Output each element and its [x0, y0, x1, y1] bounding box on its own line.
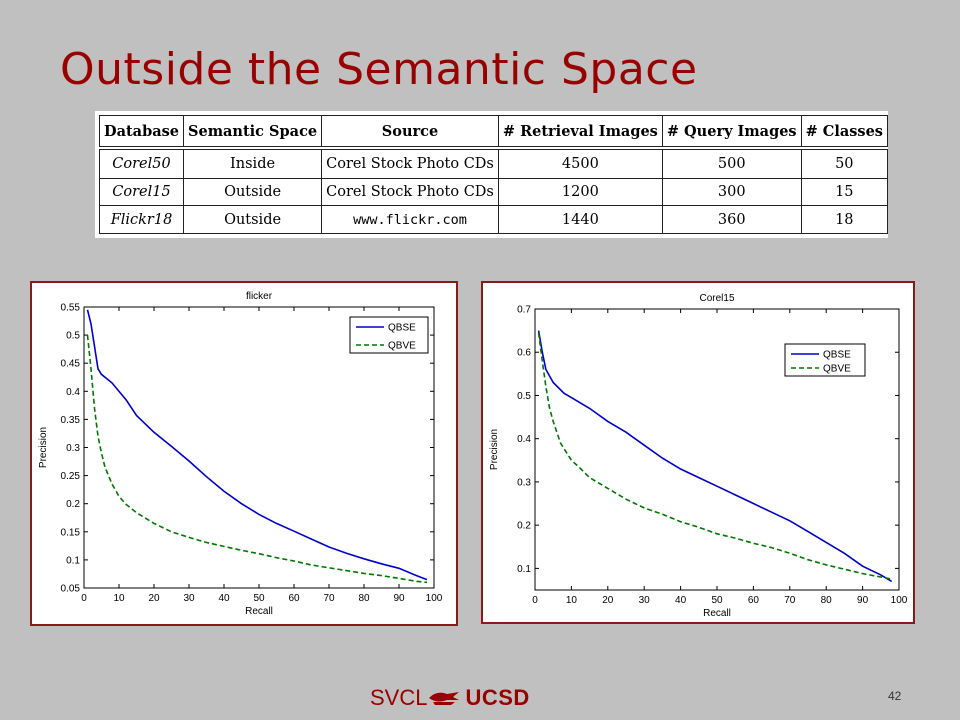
y-tick-label: 0.3	[66, 443, 80, 454]
cell-semantic-space: Outside	[182, 205, 323, 234]
x-tick-label: 70	[784, 595, 796, 606]
chart-title: flicker	[246, 291, 273, 302]
y-tick-label: 0.2	[66, 499, 80, 510]
y-tick-label: 0.7	[517, 305, 531, 316]
y-tick-label: 0.4	[517, 434, 531, 445]
y-tick-label: 0.25	[61, 471, 81, 482]
chart-title: Corel15	[699, 293, 734, 304]
cell-classes: 15	[800, 177, 888, 207]
y-axis-label: Precision	[38, 427, 49, 468]
y-tick-label: 0.4	[66, 387, 80, 398]
y-tick-label: 0.35	[61, 415, 81, 426]
corel15-chart-panel: 0 10 20 30 40 50 60 70 80 90 100 0.1 0.2 0.3 0.4 0.5 0.6…	[481, 281, 915, 624]
x-tick-label: 20	[148, 593, 160, 604]
cell-database: Corel15	[99, 177, 184, 207]
cell-source: Corel Stock Photo CDs	[321, 177, 499, 207]
cell-source: Corel Stock Photo CDs	[321, 147, 499, 179]
ucsd-logo-text: UCSD	[465, 685, 530, 710]
database-table-container: Database Semantic Space Source # Retriev…	[95, 111, 888, 238]
y-tick-label: 0.5	[66, 331, 80, 342]
flicker-chart: 0 10 20 30 40 50 60 70 80 90 100 0.05 0.1 0.15 0.2 0.25…	[38, 291, 443, 617]
y-tick-label: 0.1	[66, 555, 80, 566]
x-tick-label: 90	[857, 595, 869, 606]
x-tick-label: 40	[675, 595, 687, 606]
y-tick-label: 0.6	[517, 348, 531, 359]
y-axis-label: Precision	[489, 429, 500, 470]
x-tick-label: 60	[748, 595, 760, 606]
cell-classes: 50	[800, 147, 888, 179]
cell-database: Corel50	[99, 147, 184, 179]
x-tick-label: 50	[253, 593, 265, 604]
ucsd-triton-icon	[429, 692, 460, 705]
x-axis-label: Recall	[703, 608, 731, 619]
database-table: Database Semantic Space Source # Retriev…	[99, 115, 888, 234]
x-tick-label: 30	[639, 595, 651, 606]
series-line-qbse	[86, 309, 428, 581]
slide-title: Outside the Semantic Space	[60, 44, 698, 95]
corel15-chart: 0 10 20 30 40 50 60 70 80 90 100 0.1 0.2 0.3 0.4 0.5 0.6…	[489, 293, 908, 619]
legend-label-qbve: QBVE	[823, 364, 851, 375]
y-tick-label: 0.1	[517, 564, 531, 575]
legend-box	[784, 343, 866, 377]
x-tick-label: 30	[183, 593, 195, 604]
x-tick-label: 40	[218, 593, 230, 604]
y-tick-label: 0.5	[517, 391, 531, 402]
series-line-qbse	[537, 330, 893, 583]
cell-classes: 18	[800, 205, 888, 234]
x-tick-label: 0	[532, 595, 538, 606]
header-database: Database	[99, 115, 184, 149]
cell-retrieval-images: 1200	[497, 177, 663, 207]
svcl-ucsd-logo: SVCL UCSD	[370, 685, 530, 711]
header-source: Source	[321, 115, 499, 149]
page-number: 42	[888, 689, 902, 703]
cell-retrieval-images: 4500	[497, 147, 663, 179]
header-retrieval-images: # Retrieval Images	[497, 115, 663, 149]
flicker-chart-panel: 0 10 20 30 40 50 60 70 80 90 100 0.05 0.1 0.15 0.2 0.25…	[30, 281, 458, 626]
table-row: Corel50 Inside Corel Stock Photo CDs 450…	[99, 147, 888, 179]
x-tick-label: 60	[288, 593, 300, 604]
y-tick-label: 0.3	[517, 477, 531, 488]
legend-label-qbse: QBSE	[823, 350, 851, 361]
cell-query-images: 300	[661, 177, 802, 207]
cell-query-images: 500	[661, 147, 802, 179]
header-query-images: # Query Images	[661, 115, 802, 149]
cell-semantic-space: Inside	[182, 147, 323, 179]
y-tick-label: 0.05	[61, 584, 81, 595]
y-tick-label: 0.55	[61, 303, 81, 314]
table-row: Corel15 Outside Corel Stock Photo CDs 12…	[99, 177, 888, 207]
cell-retrieval-images: 1440	[497, 205, 663, 234]
x-tick-label: 80	[358, 593, 370, 604]
cell-query-images: 360	[661, 205, 802, 234]
cell-semantic-space: Outside	[182, 177, 323, 207]
y-tick-label: 0.2	[517, 521, 531, 532]
legend-label-qbse: QBSE	[388, 323, 416, 334]
legend-label-qbve: QBVE	[388, 341, 416, 352]
series-line-qbve	[86, 335, 428, 584]
header-classes: # Classes	[800, 115, 888, 149]
x-axis-label: Recall	[245, 606, 273, 617]
x-tick-label: 10	[113, 593, 125, 604]
x-tick-label: 100	[426, 593, 443, 604]
y-tick-label: 0.45	[61, 359, 81, 370]
x-tick-label: 0	[81, 593, 87, 604]
x-tick-label: 20	[602, 595, 614, 606]
series-line-qbve	[537, 332, 892, 580]
cell-source: www.flickr.com	[321, 205, 499, 234]
header-semantic-space: Semantic Space	[182, 115, 323, 149]
x-tick-label: 100	[891, 595, 908, 606]
svcl-logo-text: SVCL	[370, 685, 428, 710]
table-header-row: Database Semantic Space Source # Retriev…	[99, 115, 888, 149]
legend-box	[349, 316, 429, 354]
x-tick-label: 70	[323, 593, 335, 604]
x-tick-label: 80	[821, 595, 833, 606]
x-tick-label: 10	[566, 595, 578, 606]
x-tick-label: 90	[393, 593, 405, 604]
x-tick-label: 50	[711, 595, 723, 606]
y-tick-label: 0.15	[61, 527, 81, 538]
cell-database: Flickr18	[99, 205, 184, 234]
table-row: Flickr18 Outside www.flickr.com 1440 360…	[99, 205, 888, 234]
